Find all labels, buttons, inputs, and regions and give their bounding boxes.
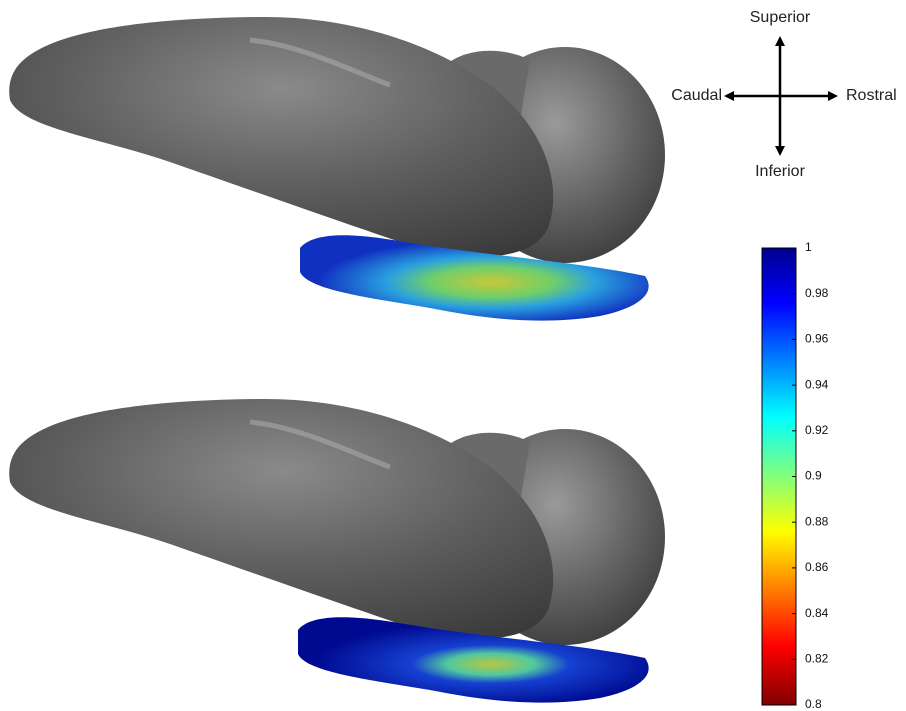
colorbar-tick-label: 0.82 bbox=[805, 651, 829, 665]
label-superior: Superior bbox=[750, 9, 811, 26]
brain-bottom bbox=[9, 399, 665, 645]
colorbar-tick-label: 0.92 bbox=[805, 423, 829, 437]
brain-top bbox=[9, 17, 665, 263]
colorbar-tick-label: 0.88 bbox=[805, 514, 829, 528]
label-inferior: Inferior bbox=[755, 163, 805, 180]
colorbar-tick-label: 0.96 bbox=[805, 332, 829, 346]
colorbar-tick-label: 1 bbox=[805, 240, 812, 254]
colorbar bbox=[762, 248, 796, 705]
colorbar-tick-label: 0.8 bbox=[805, 697, 822, 711]
label-caudal: Caudal bbox=[671, 87, 722, 104]
figure: Superior Inferior Caudal Rostral 0.8 0.82… bbox=[0, 0, 906, 711]
colorbar-tick-label: 0.98 bbox=[805, 286, 829, 300]
colorbar-tick-label: 0.86 bbox=[805, 560, 829, 574]
label-rostral: Rostral bbox=[846, 87, 897, 104]
colorbar-tick-label: 0.94 bbox=[805, 377, 829, 391]
colorbar-tick-label: 0.84 bbox=[805, 606, 829, 620]
colorbar-tick-label: 0.9 bbox=[805, 469, 822, 483]
orientation-compass bbox=[724, 36, 838, 156]
